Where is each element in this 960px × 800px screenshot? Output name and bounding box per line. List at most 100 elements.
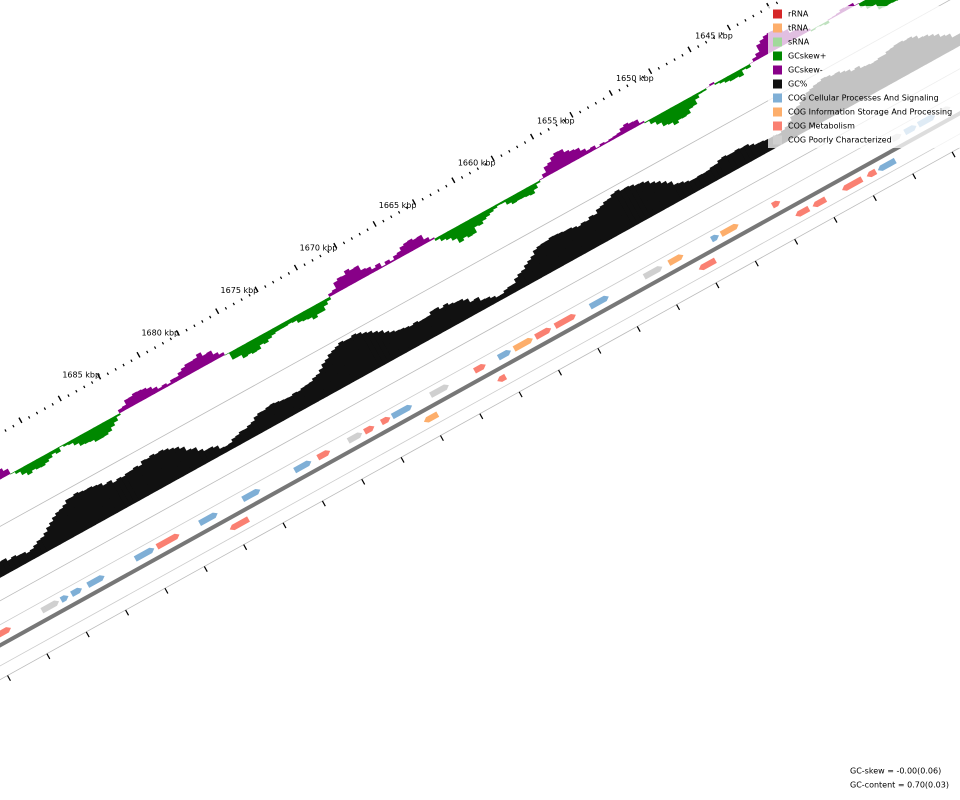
gc-skew: [88, 427, 101, 442]
scale-tick: [366, 228, 369, 232]
gc-skew: [18, 466, 28, 476]
inner-tick: [912, 173, 917, 180]
gc-content: [308, 380, 324, 402]
gc-content: [734, 148, 748, 167]
gc-content: [253, 415, 267, 433]
legend-swatch: [773, 51, 782, 61]
scale-tick: [75, 389, 78, 393]
gc-skew: [146, 386, 155, 397]
gc-skew: [752, 56, 759, 62]
gc-skew: [0, 468, 7, 479]
gc-skew: [399, 245, 409, 256]
gc-skew: [679, 100, 691, 116]
scale-label: 1685 kbp: [62, 371, 100, 380]
scale-tick: [201, 320, 204, 323]
gc-content: [580, 221, 599, 249]
scale-tick: [602, 97, 605, 101]
gc-skew: [97, 422, 109, 437]
gc-content: [673, 182, 687, 201]
legend-swatch: [773, 37, 782, 47]
gc-content: [43, 530, 57, 550]
gc-skew: [521, 187, 531, 198]
gc-skew: [661, 110, 674, 125]
gc-skew: [10, 471, 16, 475]
gc-skew: [110, 415, 119, 424]
scale-tick: [382, 219, 385, 223]
gc-content: [507, 284, 516, 295]
gc-skew: [876, 0, 889, 8]
gc-content: [82, 488, 105, 523]
inner-tick: [203, 566, 208, 572]
gc-content: [484, 296, 494, 307]
gc-content: [417, 319, 433, 341]
gc-content: [540, 241, 560, 271]
scale-tick: [411, 199, 417, 206]
scale-tick: [350, 237, 353, 240]
gc-content: [163, 448, 184, 479]
gc-content: [526, 258, 543, 281]
gc-skew: [23, 464, 33, 476]
gc-content: [32, 543, 44, 557]
scale-tick: [106, 372, 109, 376]
gc-content: [595, 207, 617, 239]
scale-tick: [736, 23, 739, 27]
track-line: [0, 0, 960, 603]
gc-content: [261, 408, 276, 428]
gc-skew: [27, 461, 37, 472]
gc-content: [457, 298, 473, 319]
gc-skew: [224, 352, 230, 356]
gc-skew: [880, 0, 893, 5]
gc-skew: [478, 211, 487, 222]
gc-skew: [237, 345, 249, 359]
scale-tick: [122, 363, 125, 367]
scale-tick: [529, 133, 535, 140]
gc-skew: [666, 107, 680, 126]
gene: [70, 587, 83, 597]
inner-tick: [872, 195, 877, 202]
gc-content: [576, 224, 595, 252]
gc-content: [250, 420, 263, 436]
gc-content: [304, 383, 320, 404]
scale-tick: [720, 32, 723, 35]
legend-swatch: [773, 79, 782, 89]
gc-content: [207, 446, 219, 460]
gc-content: [283, 397, 298, 416]
gc-content: [713, 162, 726, 179]
gc-skew: [714, 81, 720, 86]
inner-tick: [164, 587, 169, 594]
gc-content: [330, 348, 355, 385]
scale-tick: [130, 359, 133, 363]
gc-skew: [218, 352, 225, 358]
gc-skew: [701, 88, 707, 93]
scale-tick: [405, 206, 409, 210]
scale-tick: [185, 328, 188, 332]
inner-tick: [479, 413, 484, 420]
gc-skew: [93, 425, 105, 440]
scale-tick: [372, 220, 377, 227]
legend-label: GCskew+: [788, 52, 826, 61]
gc-content: [20, 551, 31, 564]
gc-content: [433, 306, 451, 332]
scale-tick: [681, 53, 684, 57]
gc-skew: [639, 120, 645, 125]
gc-skew: [429, 237, 435, 242]
gc-skew: [853, 3, 859, 7]
legend-label: COG Metabolism: [788, 122, 855, 131]
gc-content: [274, 400, 289, 421]
gc-content: [606, 196, 630, 232]
gene: [710, 234, 719, 243]
scale-tick: [697, 45, 700, 48]
gc-skew: [360, 267, 370, 278]
gc-content: [327, 352, 350, 387]
scale-label: 1645 kbp: [695, 32, 733, 41]
scale-tick: [563, 119, 566, 123]
scale-label: 1670 kbp: [300, 244, 338, 253]
inner-tick: [676, 304, 681, 311]
gc-skew: [325, 296, 332, 302]
gc-skew: [612, 134, 619, 140]
gc-content: [321, 361, 341, 392]
gc-skew: [616, 131, 623, 138]
scale-tick: [333, 242, 338, 249]
gc-skew: [241, 342, 253, 356]
scale-tick: [586, 106, 590, 110]
